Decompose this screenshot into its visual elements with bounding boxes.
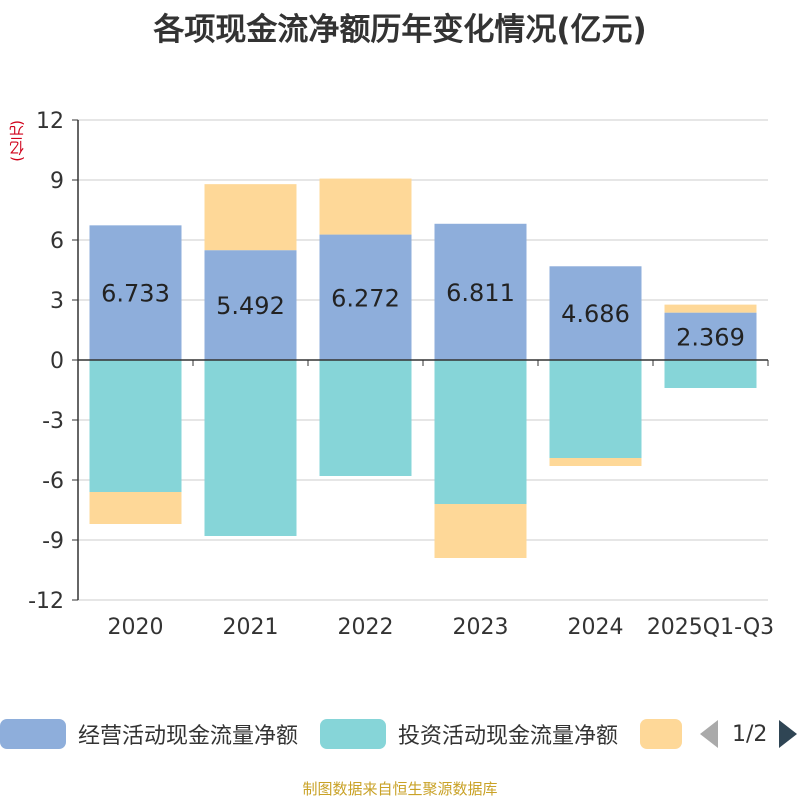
- bar-financing-2021: [204, 184, 297, 251]
- y-tick-label: 3: [50, 289, 64, 314]
- y-tick-label: 0: [50, 349, 64, 374]
- data-label-operating: 6.733: [101, 280, 170, 308]
- bar-operating-2021: [204, 250, 297, 360]
- legend-swatch-investing: [320, 719, 386, 749]
- bar-operating-2024: [549, 266, 642, 360]
- x-tick-label: 2020: [108, 615, 164, 640]
- x-tick-label: 2023: [453, 615, 509, 640]
- x-tick-label: 2022: [338, 615, 394, 640]
- x-tick-label: 2025Q1-Q3: [647, 615, 774, 640]
- y-tick-label: -6: [42, 469, 64, 494]
- cash-flow-chart: 12 9 6 3 0 -3 -6 -9 -12 6.733 5.492 6.272 6.811 4.686…: [28, 109, 774, 640]
- bar-operating-2020: [89, 225, 182, 360]
- y-tick-label: -9: [42, 529, 64, 554]
- bar-investing-2020: [89, 360, 182, 492]
- bar-financing-2020: [89, 492, 182, 524]
- data-label-operating: 6.811: [446, 279, 515, 307]
- bar-operating-2023: [434, 223, 527, 360]
- bar-financing-2025Q1-Q3: [664, 304, 757, 313]
- legend-next-page-icon[interactable]: [779, 720, 798, 748]
- legend-label-operating: 经营活动现金流量净额: [78, 724, 299, 749]
- bar-investing-2021: [204, 360, 297, 536]
- legend-page-indicator: 1/2: [732, 721, 768, 747]
- bar-investing-2023: [434, 360, 527, 504]
- bar-financing-2022: [319, 178, 412, 235]
- data-label-operating: 4.686: [561, 300, 630, 328]
- legend-swatch-operating: [0, 719, 66, 749]
- data-label-operating: 6.272: [331, 284, 400, 312]
- bar-investing-2025Q1-Q3: [664, 360, 757, 388]
- bar-investing-2022: [319, 360, 412, 476]
- y-tick-label: 9: [50, 169, 64, 194]
- bar-operating-2022: [319, 234, 412, 360]
- x-tick-label: 2021: [223, 615, 279, 640]
- chart-title: 各项现金流净额历年变化情况(亿元): [153, 12, 647, 48]
- bar-financing-2024: [549, 458, 642, 466]
- y-tick-label: -3: [42, 409, 64, 434]
- legend-label-investing: 投资活动现金流量净额: [398, 724, 619, 749]
- legend-prev-page-icon[interactable]: [700, 720, 718, 748]
- legend-pager: 1/2: [700, 716, 798, 752]
- y-tick-label: 6: [50, 229, 64, 254]
- x-tick-label: 2024: [568, 615, 624, 640]
- bar-financing-2023: [434, 504, 527, 558]
- bar-investing-2024: [549, 360, 642, 458]
- y-tick-label: -12: [28, 589, 64, 614]
- legend-item-investing[interactable]: 投资活动现金流量净额: [320, 716, 618, 752]
- legend-item-operating[interactable]: 经营活动现金流量净额: [0, 716, 298, 752]
- y-tick-label: 12: [36, 109, 64, 134]
- data-source-note: 制图数据来自恒生聚源数据库: [302, 780, 498, 798]
- legend-item-financing[interactable]: [640, 716, 682, 752]
- data-label-operating: 2.369: [676, 323, 745, 351]
- bar-operating-2025Q1-Q3: [664, 312, 757, 360]
- legend: 经营活动现金流量净额 投资活动现金流量净额: [0, 716, 800, 756]
- data-label-operating: 5.492: [216, 292, 285, 320]
- legend-swatch-financing: [640, 719, 682, 749]
